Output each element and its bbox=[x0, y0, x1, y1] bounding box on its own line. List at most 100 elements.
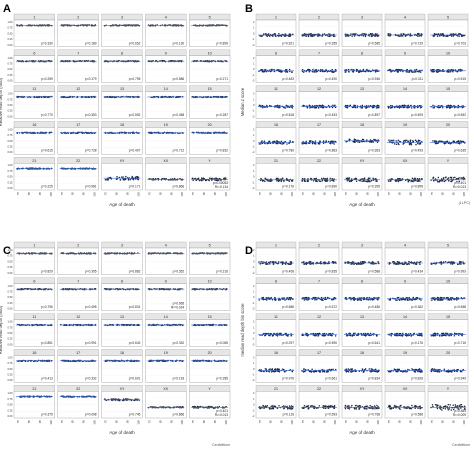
facet-title: 2 bbox=[77, 16, 79, 20]
facet-title: 22 bbox=[317, 159, 321, 163]
data-point bbox=[398, 143, 400, 146]
facet: 11.000.750.500.250.00 p=0.330 bbox=[7, 13, 55, 47]
data-point bbox=[442, 177, 445, 180]
facet-title: 14 bbox=[164, 87, 168, 91]
data-point bbox=[416, 180, 418, 182]
x-tick-label: 85 bbox=[312, 192, 316, 196]
x-tick-label: 75 bbox=[191, 192, 195, 196]
facet-title: 14 bbox=[403, 87, 407, 91]
p-value-label: p=0.225 bbox=[41, 185, 53, 189]
facet: 15p=0.652 bbox=[427, 85, 469, 119]
facet-title: 11 bbox=[274, 87, 278, 91]
data-point bbox=[315, 69, 318, 71]
data-point bbox=[262, 33, 265, 35]
y-tick-label: 0.75 bbox=[7, 26, 13, 30]
data-point bbox=[305, 35, 308, 37]
x-tick-label: 95 bbox=[408, 192, 412, 196]
data-point bbox=[288, 142, 290, 145]
data-point bbox=[322, 107, 324, 109]
data-point bbox=[223, 177, 225, 180]
p-value-label: p=0.712 bbox=[173, 149, 185, 153]
data-point bbox=[316, 180, 318, 183]
facet-title: 18 bbox=[120, 123, 124, 127]
data-point bbox=[454, 176, 456, 179]
facet: 2p=0.395 bbox=[57, 241, 99, 275]
y-axis-label: Relative read depth (ratio) bbox=[0, 77, 3, 126]
x-tick-label: 105 bbox=[462, 192, 466, 197]
data-point bbox=[435, 140, 437, 142]
y-tick-label: 0.50 bbox=[7, 331, 13, 335]
data-point bbox=[314, 140, 317, 142]
data-point bbox=[318, 142, 321, 145]
data-point bbox=[313, 178, 316, 180]
data-point bbox=[129, 178, 131, 181]
facet-title: 8 bbox=[361, 51, 363, 55]
facet: 161.000.750.500.250.00 p=0.615 bbox=[7, 121, 55, 155]
facet: 5p=0.899 bbox=[188, 13, 231, 47]
facet: 3p=0.585 bbox=[341, 13, 383, 47]
data-point bbox=[372, 141, 375, 143]
y-tick-label: 1 bbox=[253, 26, 255, 30]
data-point bbox=[452, 70, 454, 73]
p-value-label: p=0.831 bbox=[129, 305, 141, 309]
p-value-label: p=0.311 bbox=[412, 77, 424, 81]
y-tick-label: 1.00 bbox=[7, 92, 13, 96]
y-tick-label: 2 bbox=[253, 163, 255, 167]
data-point bbox=[436, 180, 439, 183]
p-value-label: p=0.851 bbox=[41, 341, 53, 345]
data-point bbox=[306, 106, 309, 109]
y-tick-label: 1.00 bbox=[7, 127, 13, 131]
data-point bbox=[208, 177, 211, 179]
data-point bbox=[415, 143, 417, 146]
facet-title: 20 bbox=[446, 123, 450, 127]
facet: 7p=0.490 bbox=[298, 49, 340, 83]
facet: 17p=0.883 bbox=[298, 121, 340, 155]
data-point bbox=[452, 177, 455, 179]
data-point bbox=[376, 141, 379, 144]
p-value-label: p=0.883 bbox=[325, 149, 337, 153]
facet: 8p=0.795 bbox=[101, 49, 143, 83]
data-point bbox=[120, 176, 123, 178]
y-tick-label: 0.25 bbox=[7, 180, 13, 184]
data-point bbox=[449, 176, 452, 179]
data-point bbox=[449, 106, 452, 109]
data-point bbox=[419, 180, 421, 182]
data-point bbox=[397, 71, 399, 73]
data-point bbox=[353, 104, 355, 107]
y-tick-label: 0.75 bbox=[7, 169, 13, 173]
data-point bbox=[459, 68, 462, 71]
data-point bbox=[119, 179, 122, 181]
r-squared-label: R²=0.013 bbox=[453, 185, 466, 189]
p-value-label: p=0.890 bbox=[325, 185, 337, 189]
data-point bbox=[348, 177, 351, 179]
facet: 161.000.750.500.250.00 p=0.413 bbox=[7, 349, 55, 383]
data-point bbox=[439, 35, 441, 37]
data-point bbox=[445, 106, 448, 109]
data-point bbox=[419, 71, 422, 73]
data-point bbox=[327, 140, 330, 143]
data-point bbox=[279, 104, 281, 107]
data-point bbox=[350, 33, 352, 35]
facet-title: 13 bbox=[120, 87, 124, 91]
facet-title: 12 bbox=[317, 87, 321, 91]
data-point bbox=[278, 32, 280, 35]
x-tick-label: 105 bbox=[290, 192, 294, 197]
data-point bbox=[349, 180, 352, 182]
facet: 2p=0.189 bbox=[57, 13, 99, 47]
facet: 8p=0.831 bbox=[101, 277, 143, 311]
data-point bbox=[137, 178, 139, 180]
data-point bbox=[264, 180, 266, 183]
data-point bbox=[200, 179, 203, 182]
facet: 19p=0.712 bbox=[145, 121, 187, 155]
data-point bbox=[417, 35, 419, 37]
y-tick-label: 0 bbox=[253, 103, 255, 107]
y-tick-label: 2 bbox=[253, 56, 255, 60]
p-value-label: p=0.897 bbox=[368, 113, 380, 117]
p-value-label: p=0.395 bbox=[85, 269, 97, 273]
facet: 12p=0.991 bbox=[57, 313, 99, 347]
